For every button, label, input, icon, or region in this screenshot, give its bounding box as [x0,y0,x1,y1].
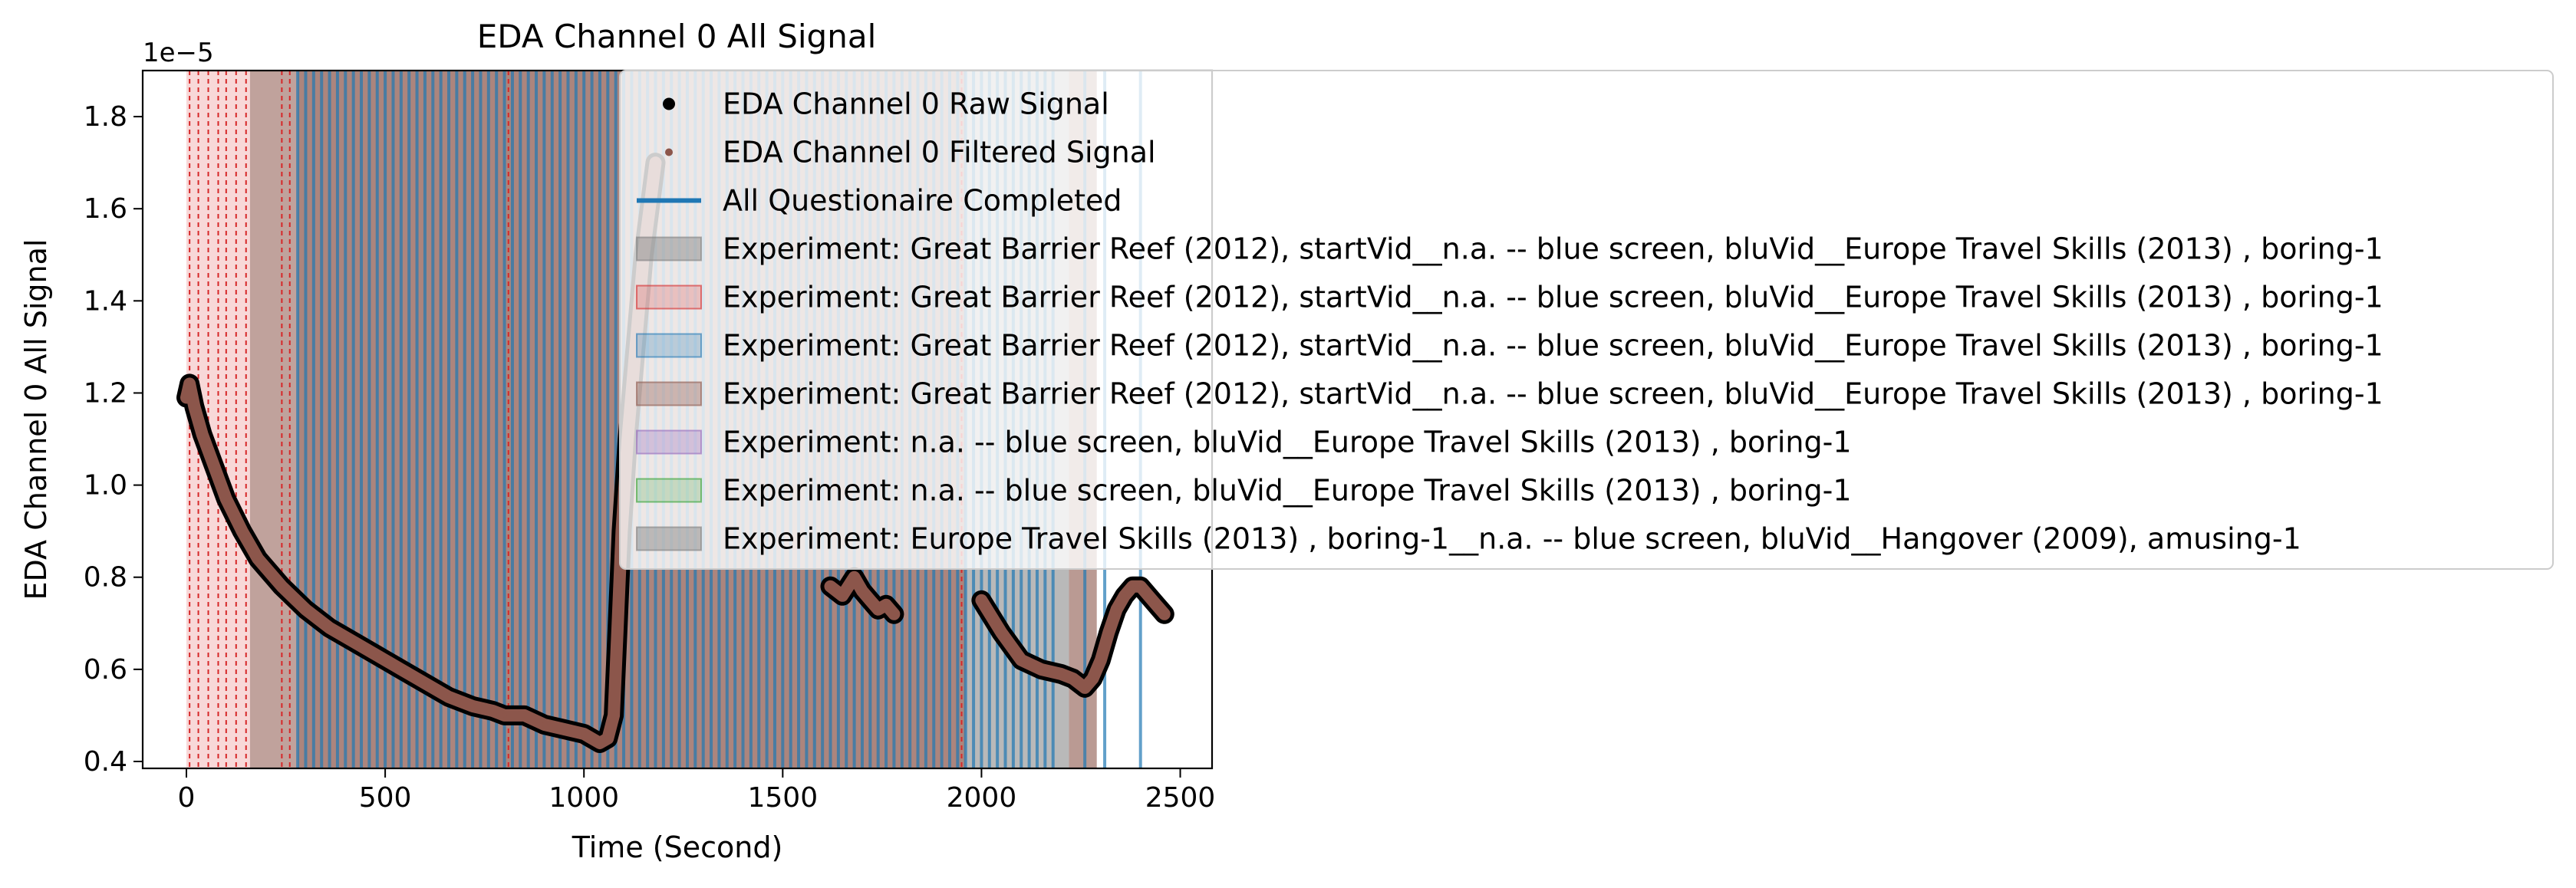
signal-point [868,597,873,603]
signal-point [891,611,897,617]
y-tick-label: 1.2 [84,377,127,409]
signal-point [605,735,611,741]
signal-point [1098,657,1103,663]
signal-point [327,625,332,630]
signal-point [351,639,356,644]
signal-point [1138,584,1143,589]
signal-point [611,712,617,718]
signal-point [828,584,833,589]
signal-point [1114,607,1119,612]
signal-point [470,703,476,709]
signal-point [239,528,245,534]
signal-point [979,597,984,603]
legend-span-label: Experiment: n.a. -- blue screen, bluVid_… [723,426,1852,459]
signal-point [1090,676,1095,681]
signal-point [422,680,427,686]
experiment-span [249,71,298,768]
signal-point [490,708,496,713]
signal-point [884,602,889,607]
legend-span-label: Experiment: Great Barrier Reef (2012), s… [723,232,2383,266]
signal-point [1082,685,1088,690]
x-tick-label: 2500 [1145,782,1216,814]
legend-span-swatch [636,478,702,503]
signal-point [374,653,380,658]
legend-box [619,70,2554,570]
signal-point [859,588,865,594]
x-tick-label: 2000 [947,782,1017,814]
signal-point [1019,657,1024,663]
signal-point [840,593,845,598]
legend-span-label: Experiment: Great Barrier Reef (2012), s… [723,377,2383,411]
signal-point [999,630,1004,635]
signal-point [446,694,452,699]
signal-point [223,496,229,502]
signal-point [199,432,205,437]
signal-point [852,574,857,580]
y-axis-label: EDA Channel 0 All Signal [19,239,53,600]
y-tick-label: 0.8 [84,562,127,594]
legend-filtered-label: EDA Channel 0 Filtered Signal [723,136,1156,169]
signal-point [187,381,193,386]
signal-point [542,722,547,727]
legend-span-swatch [636,429,702,455]
x-tick-label: 0 [178,782,196,814]
signal-point [502,712,507,718]
signal-point [522,712,527,718]
signal-point [303,607,308,612]
signal-point [1106,630,1112,635]
signal-point [255,556,261,561]
x-tick-label: 1000 [548,782,619,814]
filtered-signal-line [180,156,662,749]
legend-span-label: Experiment: Great Barrier Reef (2012), s… [723,281,2383,314]
legend-span-swatch [636,284,702,310]
legend-span-swatch [636,526,702,551]
legend-raw-label: EDA Channel 0 Raw Signal [723,87,1109,121]
signal-point [184,395,189,400]
legend: EDA Channel 0 Raw Signal EDA Channel 0 Fi… [619,70,2554,570]
signal-point [1130,584,1135,589]
signal-point [562,726,567,732]
signal-series [176,153,1174,753]
legend-filtered-marker [665,148,673,156]
y-tick-label: 1.8 [84,101,127,133]
x-axis: 0 500 1000 1500 2000 2500 [178,768,1216,814]
y-tick-label: 1.4 [84,285,127,317]
x-tick-label: 1500 [748,782,819,814]
legend-span-label: Experiment: Great Barrier Reef (2012), s… [723,329,2383,363]
y-tick-label: 0.4 [84,746,127,778]
signal-point [597,740,602,745]
signal-point [212,464,217,469]
x-tick-label: 500 [359,782,412,814]
signal-point [1070,676,1076,681]
legend-span-label: Experiment: n.a. -- blue screen, bluVid_… [723,474,1852,508]
signal-point [875,607,881,612]
y-tick-label: 0.6 [84,654,127,686]
legend-span-swatch [636,381,702,406]
signal-point [1161,611,1167,617]
chart-title: EDA Channel 0 All Signal [477,18,877,55]
legend-span-label: Experiment: Europe Travel Skills (2013) … [723,522,2301,556]
legend-questionaire-label: All Questionaire Completed [723,184,1122,218]
signal-point [192,404,197,409]
legend-span-swatch [636,236,702,261]
signal-point [1146,593,1151,598]
x-axis-label: Time (Second) [572,830,783,864]
signal-point [581,731,587,736]
signal-point [615,620,621,626]
y-offset-label: 1e−5 [143,38,214,68]
signal-point [1154,602,1159,607]
signal-point [398,666,404,672]
signal-point [1059,671,1064,676]
y-tick-label: 1.6 [84,193,127,225]
y-axis: 0.4 0.6 0.8 1.0 1.2 1.4 1.6 1.8 [84,101,143,778]
signal-point [1122,593,1127,598]
legend-raw-marker [663,97,675,110]
legend-span-swatch [636,333,702,358]
signal-point [1039,666,1044,672]
signal-point [279,584,285,589]
y-tick-label: 1.0 [84,470,127,502]
